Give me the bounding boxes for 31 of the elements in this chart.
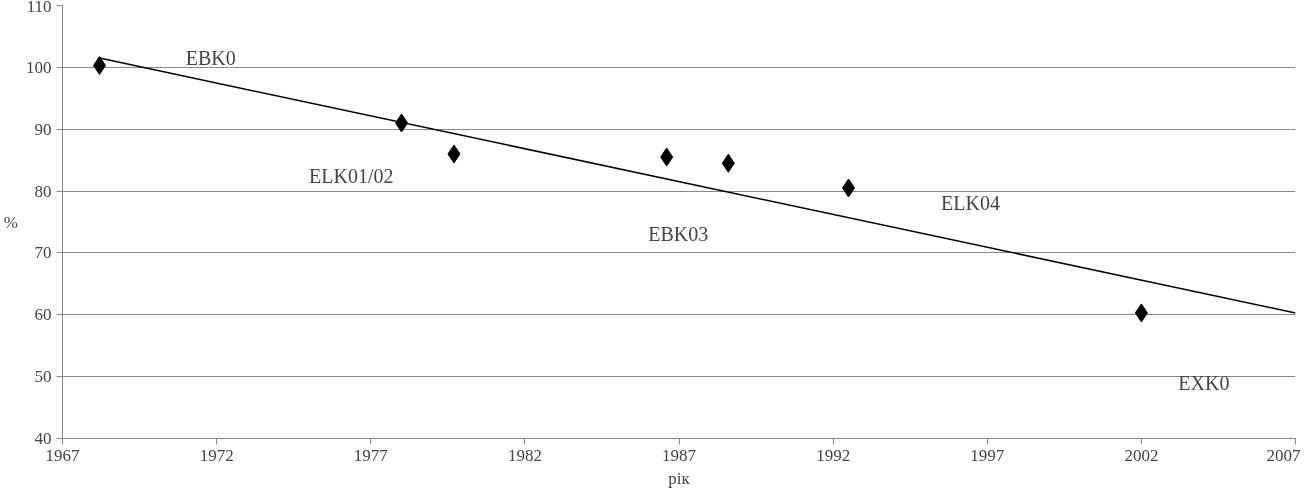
annotation: ELK04 (941, 192, 1000, 215)
point (395, 113, 409, 133)
x-tick-label: 1992 (816, 445, 851, 465)
x-tick-label: 2007 (1266, 445, 1301, 465)
x-tick-label: 1967 (45, 445, 80, 465)
y-tick-label: 100 (26, 57, 52, 77)
point (842, 178, 856, 198)
y-tick-label: 90 (34, 119, 52, 139)
y-tick-label: 50 (34, 367, 52, 387)
y-tick-label: 110 (26, 0, 52, 16)
point (447, 144, 461, 164)
x-tick-label: 1982 (507, 445, 542, 465)
y-tick-label: 40 (34, 429, 52, 448)
point (92, 56, 106, 75)
y-tick-label: 70 (34, 243, 52, 263)
annotation: ELK01/02 (309, 164, 394, 187)
y-axis-title: % (3, 212, 19, 232)
x-tick-label: 1987 (662, 445, 697, 465)
y-tick-label: 80 (34, 181, 52, 201)
x-axis-title: рік (668, 468, 691, 488)
annotation: EXK0 (1178, 371, 1230, 394)
x-tick-label: 1997 (970, 445, 1005, 465)
annotation: EBK0 (185, 47, 236, 70)
x-tick-label: 2002 (1124, 445, 1159, 465)
x-tick-label: 1972 (199, 445, 234, 465)
y-tick-label: 60 (34, 305, 52, 325)
point (1134, 303, 1148, 323)
annotation: EBK03 (648, 223, 709, 246)
point (660, 147, 674, 167)
point (721, 153, 735, 173)
x-tick-label: 1977 (353, 445, 389, 465)
